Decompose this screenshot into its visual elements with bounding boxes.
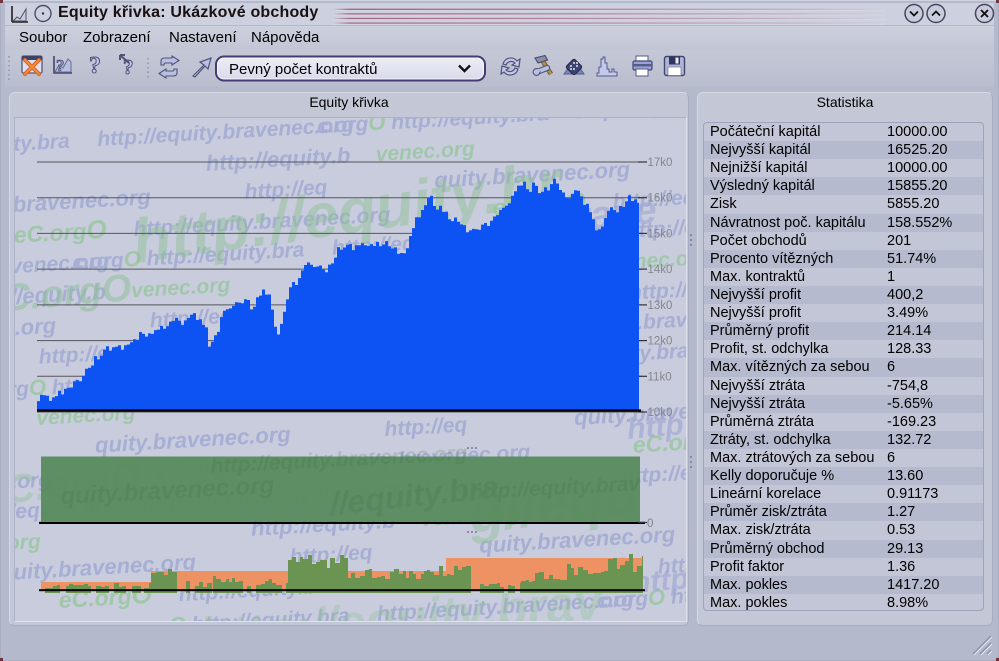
svg-text:http://eq: http://eq [244,176,328,204]
svg-text:17k0: 17k0 [648,157,673,169]
svg-text:11k0: 11k0 [648,371,672,383]
svg-text:10k0: 10k0 [648,407,673,419]
svg-text:13k0: 13k0 [648,300,673,312]
svg-text:http://equity.b: http://equity.b [205,143,351,176]
svg-text:http://eq: http://eq [384,413,468,441]
svg-text:eC.orgO: eC.orgO [15,267,133,322]
svg-text:eC.orgO: eC.orgO [15,214,107,249]
svg-text:14k0: 14k0 [648,264,673,276]
svg-text:venec.org: venec.org [15,530,41,559]
svg-text:Pevný počet kontraktů: Pevný počet kontraktů [229,61,377,78]
svg-text:c.orgO http://equity.bra: c.orgO http://equity.bra [316,118,550,138]
svg-text:?: ? [123,55,134,79]
svg-text:venec.org: venec.org [130,274,231,303]
svg-text:http: http [626,408,685,446]
svg-text:http://equity.b: http://equity.b [684,118,686,148]
svg-text:http://equity.bravenec.org: http://equity.bravenec.org [576,118,686,123]
svg-text:venec.org: venec.org [375,137,476,166]
svg-text:c.orgO http://equity.bra: c.orgO http://equity.bra [15,128,71,166]
svg-text:?: ? [56,56,65,75]
svg-text:12k0: 12k0 [648,336,673,348]
svg-text:16k0: 16k0 [648,193,673,205]
svg-text:?: ? [89,53,101,79]
svg-text:0: 0 [647,518,653,530]
svg-text:15k0: 15k0 [648,228,673,240]
